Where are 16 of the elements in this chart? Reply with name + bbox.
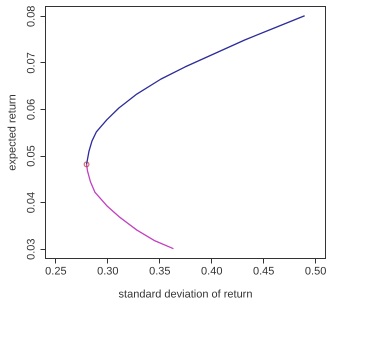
x-tick-label: 0.40 <box>201 266 222 278</box>
x-axis-title: standard deviation of return <box>118 288 252 300</box>
x-tick-label: 0.35 <box>149 266 170 278</box>
line-series <box>86 15 306 166</box>
y-tick-label: 0.04 <box>26 192 38 214</box>
x-tick-label: 0.30 <box>97 266 119 278</box>
x-tick-label: 0.25 <box>45 266 67 278</box>
x-tick-label: 0.45 <box>252 266 274 278</box>
y-tick-label: 0.06 <box>26 98 38 120</box>
y-tick-label: 0.08 <box>26 6 38 27</box>
y-tick-label: 0.03 <box>26 238 38 260</box>
line-series <box>86 164 174 250</box>
y-tick-label: 0.07 <box>26 52 38 74</box>
y-tick-label: 0.05 <box>26 145 38 167</box>
x-tick-label: 0.50 <box>304 266 326 278</box>
y-axis-title: expected return <box>6 94 18 171</box>
